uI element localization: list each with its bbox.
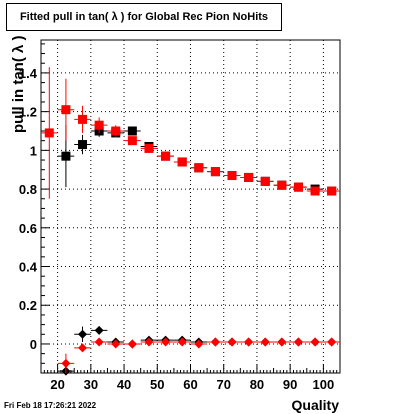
data-point-diamond — [310, 337, 320, 347]
x-tick-label: 40 — [117, 377, 131, 392]
data-point-square — [293, 182, 303, 192]
data-point-diamond — [94, 337, 104, 347]
data-point-square — [61, 105, 71, 115]
x-tick-label: 70 — [216, 377, 230, 392]
x-tick-label: 60 — [183, 377, 197, 392]
data-point-square — [44, 128, 54, 138]
data-point-diamond — [94, 325, 104, 335]
data-point-square — [177, 157, 187, 167]
data-point-square — [227, 171, 237, 181]
y-tick-label: 1.4 — [19, 66, 38, 81]
y-tick-label: 0 — [30, 337, 37, 352]
data-point-diamond — [127, 339, 137, 349]
x-axis-label: Quality — [292, 397, 340, 413]
data-point-square — [127, 126, 137, 136]
x-tick-labels: 20 30 40 50 60 70 80 90 100 — [50, 377, 334, 392]
y-tick-label: 0.2 — [19, 298, 37, 313]
y-tick-label: 0.4 — [19, 260, 38, 275]
y-tick-label: 1.2 — [19, 105, 37, 120]
data-point-square — [194, 163, 204, 173]
timestamp: Fri Feb 18 17:26:21 2022 — [4, 401, 97, 410]
x-tick-label: 30 — [84, 377, 98, 392]
data-point-diamond — [227, 337, 237, 347]
data-point-square — [210, 167, 220, 177]
data-point-diamond — [144, 337, 154, 347]
data-point-diamond — [61, 358, 71, 368]
data-point-square — [260, 176, 270, 186]
y-axis-label: pull in tan( λ ) — [10, 36, 27, 134]
data-point-diamond — [244, 337, 254, 347]
data-point-square — [61, 151, 71, 161]
data-point-square — [277, 180, 287, 190]
data-point-square — [310, 186, 320, 196]
chart-title: Fitted pull in tan( λ ) for Global Rec P… — [19, 11, 269, 23]
x-tick-label: 20 — [50, 377, 64, 392]
data-point-diamond — [260, 337, 270, 347]
x-tick-label: 90 — [283, 377, 297, 392]
y-tick-labels: 0 0.2 0.4 0.6 0.8 1 1.2 1.4 — [19, 66, 38, 352]
data-point-square — [327, 186, 337, 196]
x-tick-label: 50 — [150, 377, 164, 392]
x-tick-label: 80 — [250, 377, 264, 392]
data-point-square — [111, 126, 121, 136]
plot-frame — [40, 39, 341, 374]
data-point-square — [144, 143, 154, 153]
data-point-square — [244, 172, 254, 182]
y-tick-label: 0.6 — [19, 221, 37, 236]
data-point-diamond — [161, 337, 171, 347]
data-point-diamond — [78, 343, 88, 353]
data-point-square — [78, 114, 88, 124]
data-point-diamond — [327, 337, 337, 347]
data-point-diamond — [277, 337, 287, 347]
data-point-diamond — [293, 337, 303, 347]
data-point-diamond — [111, 339, 121, 349]
data-point-square — [161, 151, 171, 161]
data-marks — [41, 67, 340, 376]
data-point-diamond — [210, 337, 220, 347]
data-point-square — [94, 120, 104, 130]
y-tick-label: 0.8 — [19, 182, 37, 197]
data-point-diamond — [177, 337, 187, 347]
data-point-square — [78, 140, 88, 150]
data-point-diamond — [78, 329, 88, 339]
x-tick-label: 100 — [313, 377, 335, 392]
chart-title-box: Fitted pull in tan( λ ) for Global Rec P… — [6, 3, 282, 31]
data-point-square — [127, 136, 137, 146]
data-point-diamond — [194, 339, 204, 349]
y-tick-label: 1 — [30, 143, 37, 158]
